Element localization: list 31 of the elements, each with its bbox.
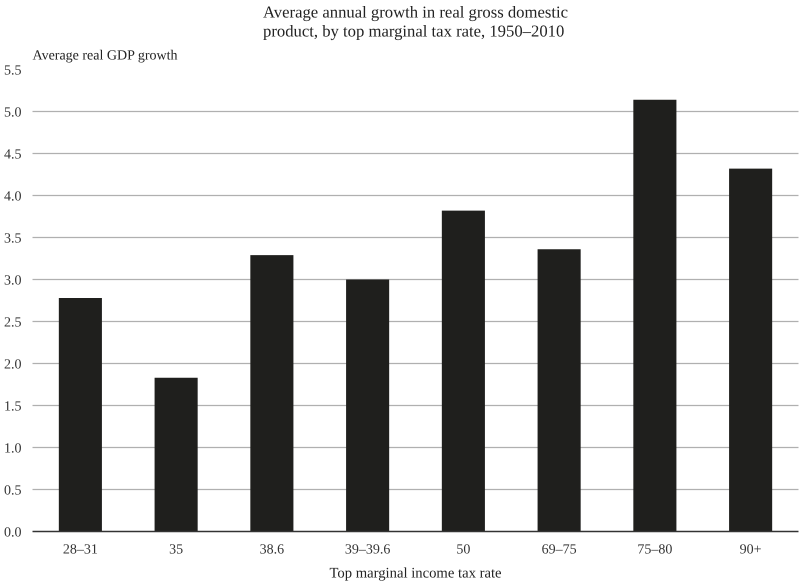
x-tick-label: 69–75 <box>542 542 577 558</box>
bar <box>346 280 390 532</box>
y-tick-label: 2.0 <box>4 358 22 372</box>
y-tick-label: 5.5 <box>4 64 22 78</box>
y-tick-label: 4.0 <box>4 190 22 204</box>
bar <box>442 210 485 532</box>
x-tick-label: 90+ <box>740 542 762 558</box>
y-tick-label: 0.0 <box>4 526 22 540</box>
y-tick-label: 1.5 <box>4 400 22 414</box>
y-tick-label: 2.5 <box>4 316 22 330</box>
bar <box>58 298 102 532</box>
bar <box>250 255 294 532</box>
x-tick-label: 28–31 <box>62 542 98 558</box>
bar <box>538 249 581 532</box>
chart-title: Average annual growth in real gross domestic product, by top marginal tax rate, 1950–2010 <box>263 2 568 40</box>
x-tick-label: 39–39.6 <box>344 542 390 558</box>
bar <box>633 100 676 532</box>
x-tick-label: 75–80 <box>637 542 672 558</box>
x-tick-label: 35 <box>169 542 184 558</box>
y-tick-label: 1.0 <box>4 442 22 456</box>
bar <box>154 378 198 532</box>
y-tick-label: 3.5 <box>4 232 22 246</box>
y-tick-label: 3.0 <box>4 274 22 288</box>
x-tick-label: 38.6 <box>260 542 284 558</box>
x-axis-title: Top marginal income tax rate <box>329 566 502 582</box>
y-tick-label: 0.5 <box>4 484 22 498</box>
x-tick-label: 50 <box>456 542 470 558</box>
bar <box>729 168 772 532</box>
y-tick-label: 4.5 <box>4 148 22 162</box>
y-axis-title: Average real GDP growth <box>32 48 178 64</box>
y-tick-label: 5.0 <box>4 106 22 120</box>
